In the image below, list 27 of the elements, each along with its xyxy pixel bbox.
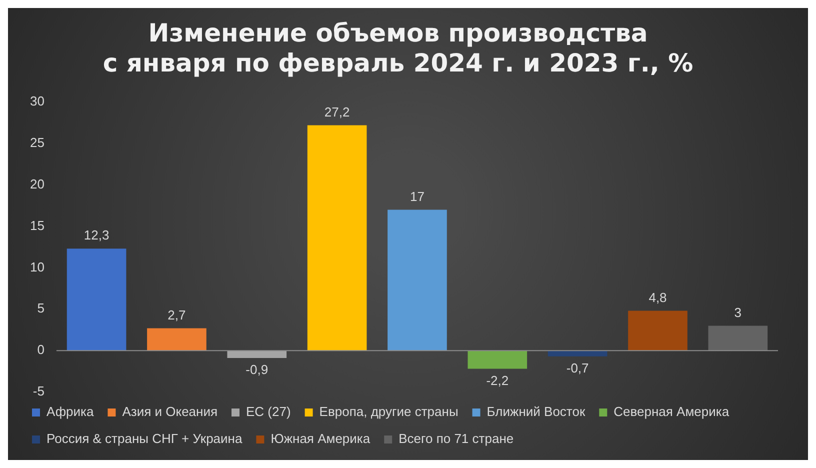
y-tick-label: 0: [37, 342, 44, 358]
y-tick-label: 25: [30, 135, 44, 150]
legend-label: ЕС (27): [246, 404, 291, 420]
y-tick-label: 5: [37, 300, 44, 316]
data-label: 12,3: [84, 228, 110, 243]
y-tick-label: 15: [30, 218, 44, 233]
data-label: 27,2: [324, 104, 350, 120]
data-label: 4,8: [648, 290, 667, 305]
y-tick-label: 20: [30, 176, 44, 192]
chart-title: Изменение объемов производства с января по февраль 2024 г. и 2023 г., %: [102, 18, 694, 78]
data-label: -0,9: [246, 362, 268, 378]
legend-label: Азия и Океания: [122, 404, 218, 420]
y-tick-label: 10: [30, 259, 44, 274]
legend-label: Африка: [46, 404, 94, 420]
legend-label: Южная Америка: [270, 431, 371, 446]
data-label: 3: [734, 304, 742, 320]
y-tick-label: 30: [30, 94, 44, 109]
legend-label: Ближний Восток: [486, 404, 586, 420]
y-tick-label: -5: [32, 384, 44, 399]
legend-label: Северная Америка: [614, 404, 730, 420]
data-label: -2,2: [486, 372, 509, 388]
data-label: -0,7: [566, 360, 589, 376]
legend-label: Всего по 71 стране: [398, 431, 514, 446]
data-label: 17: [410, 188, 424, 204]
legend-label: Россия & страны СНГ + Украина: [46, 431, 243, 446]
data-label: 2,7: [168, 307, 186, 322]
legend-label: Европа, другие страны: [319, 404, 458, 420]
